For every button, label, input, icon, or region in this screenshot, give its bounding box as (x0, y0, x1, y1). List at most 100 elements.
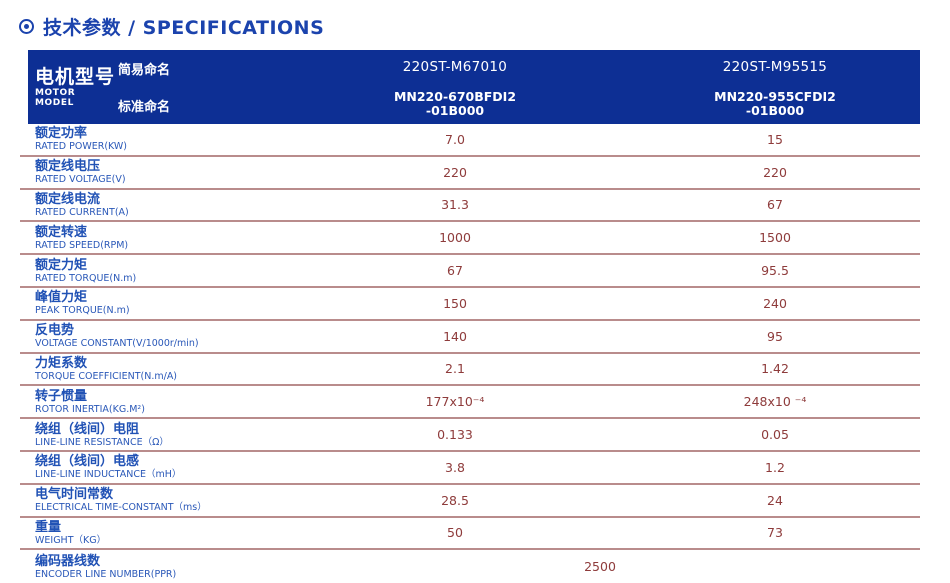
row-label: 转子惯量 ROTOR INERTIA(KG.M²) (20, 386, 280, 417)
value-cell: 67 (447, 263, 463, 279)
row-label-cn: 峰值力矩 (35, 290, 88, 306)
motor-model-en: MOTOR MODEL (35, 87, 76, 108)
row-label-en: RATED SPEED(RPM) (35, 239, 129, 251)
specifications-table: 电机型号 MOTOR MODEL 简易命名 标准命名 220ST-M67010 … (20, 50, 920, 583)
motor-model-header: 电机型号 MOTOR MODEL (28, 50, 118, 124)
model-2-simple-name: 220ST-M95515 (722, 59, 828, 75)
simple-name-label: 简易命名 (118, 63, 171, 78)
value-cell: 140 (443, 328, 467, 344)
row-label: 绕组（线间）电阻 LINE-LINE RESISTANCE（Ω） (20, 419, 280, 450)
row-label-en: PEAK TORQUE(N.m) (35, 305, 130, 317)
value-cell: 95.5 (761, 263, 789, 279)
value-cell: 67 (767, 197, 783, 213)
row-label-en: WEIGHT（KG） (35, 534, 107, 546)
spec-row-rated-voltage: 额定线电压 RATED VOLTAGE(V) 220 220 (20, 157, 920, 190)
row-label-en: RATED CURRENT(A) (35, 206, 129, 218)
naming-labels: 简易命名 标准命名 (118, 50, 280, 124)
row-label-cn: 反电势 (35, 323, 75, 339)
spec-row-peak-torque: 峰值力矩 PEAK TORQUE(N.m) 150 240 (20, 288, 920, 321)
model-2-standard-line1: MN220-955CFDI2 (714, 89, 836, 104)
model-1-simple-name: 220ST-M67010 (402, 59, 508, 75)
model-1-standard-name: MN220-670BFDI2 -01B000 (280, 84, 630, 124)
row-label: 反电势 VOLTAGE CONSTANT(V/1000r/min) (20, 321, 280, 352)
value-cell-merged: 2500 (584, 559, 616, 575)
row-label-cn: 绕组（线间）电阻 (35, 421, 140, 437)
page-title-text: 技术参数 / SPECIFICATIONS (43, 17, 325, 39)
row-label: 编码器线数 ENCODER LINE NUMBER(PPR) (20, 550, 280, 583)
spec-row-line-resistance: 绕组（线间）电阻 LINE-LINE RESISTANCE（Ω） 0.133 0… (20, 419, 920, 452)
row-label-en: ROTOR INERTIA(KG.M²) (35, 403, 145, 415)
row-label: 额定力矩 RATED TORQUE(N.m) (20, 255, 280, 286)
row-label: 电气时间常数 ELECTRICAL TIME-CONSTANT（ms） (20, 485, 280, 516)
row-label-en: LINE-LINE RESISTANCE（Ω） (35, 436, 169, 448)
spec-row-rated-torque: 额定力矩 RATED TORQUE(N.m) 67 95.5 (20, 255, 920, 288)
value-cell: 7.0 (445, 131, 465, 147)
value-cell: 150 (443, 295, 467, 311)
value-cell: 248x10 ⁻⁴ (743, 394, 807, 410)
row-label-cn: 额定功率 (35, 126, 88, 142)
spec-row-rated-current: 额定线电流 RATED CURRENT(A) 31.3 67 (20, 190, 920, 223)
row-label: 峰值力矩 PEAK TORQUE(N.m) (20, 288, 280, 319)
row-label-cn: 重量 (35, 519, 62, 535)
value-cell: 1500 (759, 230, 791, 246)
model-2-standard-line2: -01B000 (745, 103, 805, 118)
row-label-en: RATED POWER(KW) (35, 141, 128, 153)
row-label-en: VOLTAGE CONSTANT(V/1000r/min) (35, 338, 199, 350)
model-2-standard-name: MN220-955CFDI2 -01B000 (630, 84, 920, 124)
circle-dot-icon (19, 19, 34, 34)
row-label-en: ELECTRICAL TIME-CONSTANT（ms） (35, 502, 207, 514)
value-cell: 1.42 (761, 361, 789, 377)
value-cell: 31.3 (441, 197, 469, 213)
spec-row-electrical-time-constant: 电气时间常数 ELECTRICAL TIME-CONSTANT（ms） 28.5… (20, 485, 920, 518)
row-label-en: RATED TORQUE(N.m) (35, 272, 137, 284)
model-column-2: 220ST-M95515 MN220-955CFDI2 -01B000 (630, 50, 920, 124)
motor-model-cn: 电机型号 (35, 65, 116, 88)
spec-row-encoder-lines: 编码器线数 ENCODER LINE NUMBER(PPR) 2500 (20, 550, 920, 583)
spec-row-rated-power: 额定功率 RATED POWER(KW) 7.0 15 (20, 124, 920, 157)
value-cell: 15 (767, 131, 783, 147)
row-label-cn: 绕组（线间）电感 (35, 454, 140, 470)
value-cell: 220 (763, 164, 787, 180)
value-cell: 240 (763, 295, 787, 311)
spec-row-line-inductance: 绕组（线间）电感 LINE-LINE INDUCTANCE（mH） 3.8 1.… (20, 452, 920, 485)
value-cell: 95 (767, 328, 783, 344)
row-label: 额定线电压 RATED VOLTAGE(V) (20, 157, 280, 188)
value-cell: 24 (767, 492, 783, 508)
model-1-standard-line1: MN220-670BFDI2 (393, 89, 517, 104)
row-label-en: LINE-LINE INDUCTANCE（mH） (35, 469, 182, 481)
table-header: 电机型号 MOTOR MODEL 简易命名 标准命名 220ST-M67010 … (28, 50, 920, 124)
value-cell: 0.05 (761, 427, 789, 443)
spec-row-voltage-constant: 反电势 VOLTAGE CONSTANT(V/1000r/min) 140 95 (20, 321, 920, 354)
spec-row-torque-coefficient: 力矩系数 TORQUE COEFFICIENT(N.m/A) 2.1 1.42 (20, 354, 920, 387)
value-cell: 0.133 (437, 427, 473, 443)
row-label: 额定线电流 RATED CURRENT(A) (20, 190, 280, 221)
page-title: 技术参数 / SPECIFICATIONS (0, 0, 950, 40)
row-label-cn: 额定线电流 (35, 191, 101, 207)
value-cell: 220 (443, 164, 467, 180)
row-label-en: TORQUE COEFFICIENT(N.m/A) (35, 370, 178, 382)
row-label-cn: 力矩系数 (35, 355, 88, 371)
row-label-cn: 电气时间常数 (35, 487, 114, 503)
spec-row-rotor-inertia: 转子惯量 ROTOR INERTIA(KG.M²) 177x10⁻⁴ 248x1… (20, 386, 920, 420)
row-label: 额定功率 RATED POWER(KW) (20, 124, 280, 155)
model-1-standard-line2: -01B000 (425, 103, 485, 118)
value-cell: 3.8 (445, 459, 465, 475)
row-label-en: ENCODER LINE NUMBER(PPR) (35, 568, 177, 580)
standard-name-label: 标准命名 (118, 100, 171, 115)
row-label-cn: 编码器线数 (35, 553, 101, 569)
row-label-cn: 额定力矩 (35, 257, 88, 273)
value-cell: 177x10⁻⁴ (425, 394, 485, 410)
value-cell: 1.2 (765, 459, 785, 475)
table-body: 额定功率 RATED POWER(KW) 7.0 15 额定线电压 RATED … (20, 124, 920, 583)
value-cell: 1000 (439, 230, 471, 246)
row-label: 额定转速 RATED SPEED(RPM) (20, 222, 280, 253)
value-cell: 2.1 (445, 361, 465, 377)
row-label-cn: 转子惯量 (35, 388, 88, 404)
row-label: 力矩系数 TORQUE COEFFICIENT(N.m/A) (20, 354, 280, 385)
row-label-cn: 额定转速 (35, 224, 88, 240)
row-label-en: RATED VOLTAGE(V) (35, 174, 126, 186)
spec-row-weight: 重量 WEIGHT（KG） 50 73 (20, 518, 920, 551)
row-label-cn: 额定线电压 (35, 159, 101, 175)
value-cell: 50 (447, 525, 463, 541)
